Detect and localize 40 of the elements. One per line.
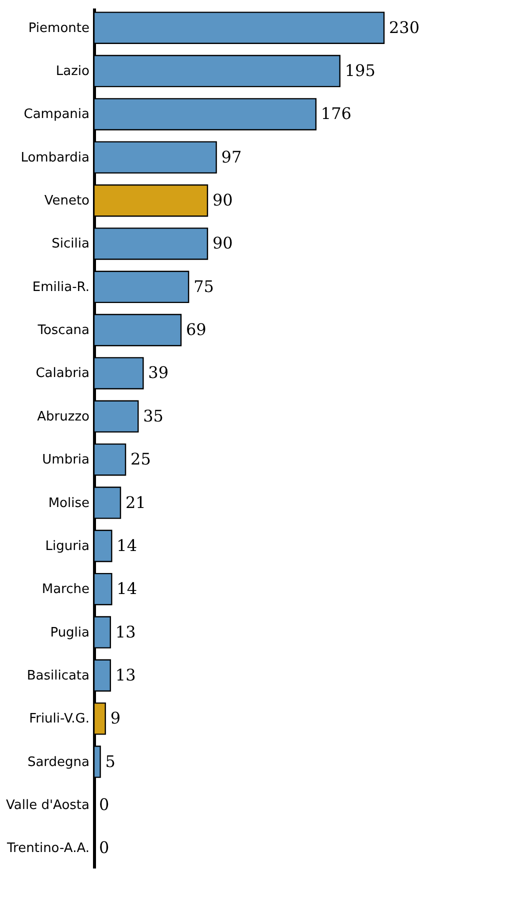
- data-label: 35: [143, 406, 164, 426]
- y-tick-label: Sardegna: [27, 754, 90, 770]
- data-label: 69: [186, 320, 206, 340]
- data-label: 176: [320, 104, 352, 124]
- y-tick-label: Lazio: [56, 64, 90, 80]
- data-label: 21: [125, 492, 146, 512]
- data-label: 9: [110, 708, 121, 728]
- y-tick-label: Puglia: [50, 625, 90, 640]
- data-label: 97: [221, 147, 242, 166]
- data-label: 14: [116, 536, 138, 555]
- data-label: 90: [212, 190, 233, 210]
- data-label: 13: [115, 665, 136, 684]
- y-tick-label: Sicilia: [52, 236, 90, 252]
- data-label: 0: [99, 838, 110, 858]
- y-tick-label: Calabria: [36, 366, 90, 382]
- y-tick-label: Umbria: [42, 452, 90, 468]
- y-tick-label: Lombardia: [20, 150, 90, 166]
- y-tick-label: Toscana: [36, 323, 90, 338]
- data-label: 13: [115, 622, 136, 642]
- data-label: 90: [212, 234, 233, 253]
- data-label: 5: [105, 752, 116, 771]
- data-label: 75: [194, 276, 214, 296]
- data-label: 230: [389, 18, 420, 37]
- y-tick-label: Liguria: [45, 538, 90, 554]
- y-tick-label: Valle d'Aosta: [6, 798, 90, 813]
- y-tick-label: Emilia-R.: [32, 280, 90, 295]
- y-tick-label: Campania: [24, 107, 90, 122]
- data-label: 25: [130, 450, 151, 469]
- y-tick-label: Basilicata: [26, 668, 90, 684]
- data-label: 195: [344, 61, 376, 80]
- y-tick-label: Trentino-A.A.: [6, 841, 90, 856]
- y-tick-label: Piemonte: [28, 20, 90, 36]
- data-label: 39: [148, 363, 169, 382]
- y-tick-label: Molise: [48, 496, 90, 511]
- y-tick-label: Veneto: [44, 194, 90, 209]
- data-label: 14: [116, 579, 138, 598]
- y-tick-label: Abruzzo: [37, 409, 90, 424]
- y-tick-label: Friuli-V.G.: [29, 712, 90, 727]
- y-tick-label: Marche: [42, 582, 90, 598]
- data-label: 0: [99, 794, 110, 814]
